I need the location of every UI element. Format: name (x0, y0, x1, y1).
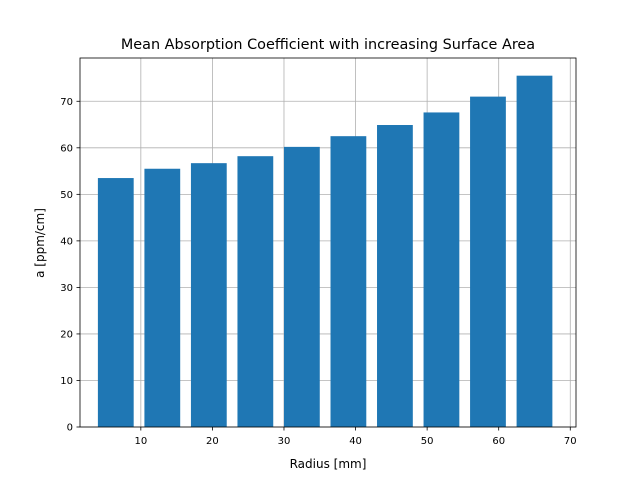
bar (97, 178, 134, 427)
y-axis-label: a [ppm/cm] (33, 208, 47, 278)
chart-title: Mean Absorption Coefficient with increas… (121, 37, 535, 53)
y-tick-label: 50 (60, 190, 73, 201)
x-tick-label: 10 (134, 436, 147, 447)
y-tick-label: 10 (60, 376, 73, 387)
y-tick-label: 70 (60, 97, 73, 108)
y-tick-label: 20 (60, 330, 73, 341)
bars-layer (97, 75, 553, 428)
plot-frame (79, 57, 577, 428)
bar (283, 146, 320, 428)
x-tick-label: 60 (492, 436, 505, 447)
bar (377, 125, 413, 428)
x-tick-label: 50 (421, 436, 434, 447)
y-tick-label: 60 (60, 143, 73, 154)
bar (470, 96, 506, 427)
x-tick-label: 70 (564, 436, 577, 447)
bar (190, 163, 227, 428)
bar (516, 75, 553, 427)
x-tick-label: 30 (278, 436, 291, 447)
bar (144, 168, 181, 428)
bar (330, 136, 367, 428)
axes-layer: 10 20 30 40 50 60 70 0 10 20 30 40 50 60 70 (60, 57, 577, 447)
x-tick-label: 40 (349, 436, 362, 447)
y-tick-label: 40 (60, 236, 73, 247)
bar (423, 112, 460, 427)
y-tick-label: 0 (67, 423, 73, 434)
bar (237, 156, 274, 427)
x-tick-label: 20 (206, 436, 219, 447)
x-axis-label: Radius [mm] (290, 457, 367, 471)
y-tick-label: 30 (60, 283, 73, 294)
